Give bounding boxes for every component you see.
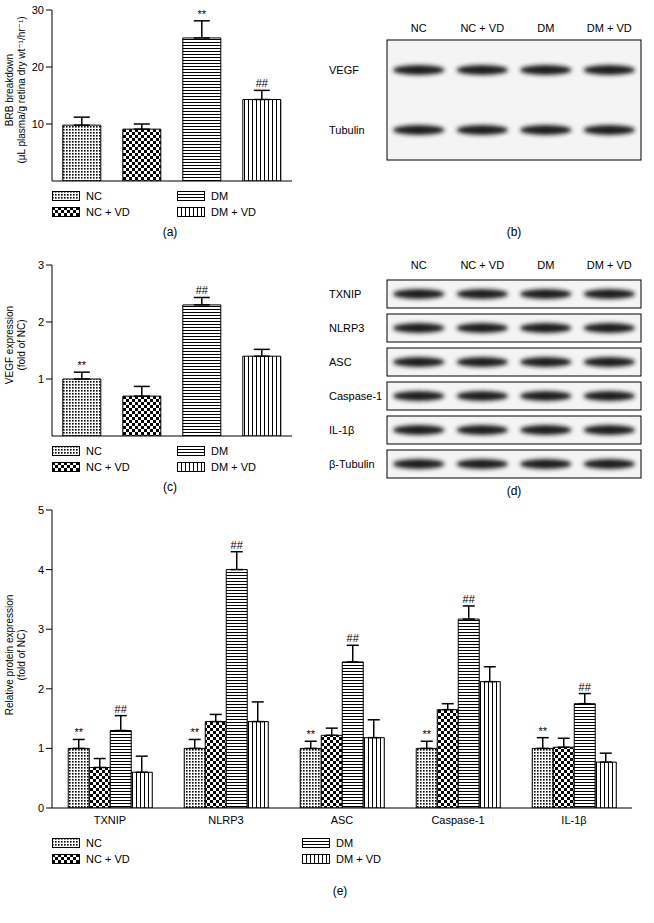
svg-text:Tubulin: Tubulin [329,124,365,136]
svg-text:**: ** [198,8,207,20]
svg-text:NC + VD: NC + VD [460,259,504,271]
html-text:DM: DM [211,190,229,202]
svg-text:3: 3 [38,259,44,271]
svg-text:NLRP3: NLRP3 [329,322,364,334]
svg-text:**: ** [306,728,315,740]
svg-text:3: 3 [38,623,44,635]
svg-text:ASC: ASC [329,356,352,368]
html-text:DM: DM [211,445,229,457]
html-text:DM + VD: DM + VD [211,206,256,218]
svg-text:1: 1 [38,373,44,385]
html-text:NC: NC [86,445,102,457]
svg-text:**: ** [78,359,87,371]
svg-text:DM + VD: DM + VD [587,22,632,34]
html-text:DM + VD: DM + VD [211,461,256,473]
html-text:(e): (e) [332,884,348,898]
svg-text:NLRP3: NLRP3 [208,814,243,826]
html-text:(d): (d) [506,484,522,498]
html-text:(b): (b) [506,225,522,239]
html-text:Relative protein expression: Relative protein expression [4,594,15,716]
html-text:NC + VD: NC + VD [86,206,130,218]
html-text:(a): (a) [162,225,178,239]
html-text:(c): (c) [163,480,177,494]
svg-text:##: ## [347,632,360,644]
svg-text:5: 5 [38,504,44,516]
svg-text:Caspase-1: Caspase-1 [329,390,382,402]
svg-text:##: ## [463,593,476,605]
html-text:DM: DM [336,837,354,849]
svg-text:NC: NC [411,259,427,271]
svg-text:1: 1 [38,742,44,754]
svg-text:##: ## [115,703,128,715]
svg-text:NC + VD: NC + VD [460,22,504,34]
svg-text:**: ** [422,728,431,740]
svg-text:##: ## [196,284,209,296]
svg-text:Caspase-1: Caspase-1 [431,814,484,826]
svg-text:**: ** [190,726,199,738]
svg-text:##: ## [579,681,592,693]
html-text:DM + VD: DM + VD [336,853,381,865]
svg-text:**: ** [74,726,83,738]
svg-text:DM + VD: DM + VD [587,259,632,271]
html-text:(fold of NC): (fold of NC) [16,629,27,681]
svg-text:4: 4 [38,564,44,576]
html-text:VEGF expression: VEGF expression [4,305,15,385]
svg-text:2: 2 [38,683,44,695]
svg-text:ASC: ASC [331,814,354,826]
svg-text:NC: NC [411,22,427,34]
svg-text:IL-1β: IL-1β [561,814,586,826]
html-text:NC: NC [86,190,102,202]
svg-text:**: ** [538,725,547,737]
svg-text:0: 0 [38,802,44,814]
svg-text:##: ## [256,77,269,89]
svg-text:TXNIP: TXNIP [329,288,361,300]
svg-text:VEGF: VEGF [329,64,359,76]
svg-text:##: ## [231,539,244,551]
svg-text:2: 2 [38,316,44,328]
html-text:BRB breakdown: BRB breakdown [4,53,15,127]
svg-text:30: 30 [32,4,44,16]
svg-text:10: 10 [32,118,44,130]
svg-text:β-Tubulin: β-Tubulin [329,458,375,470]
svg-text:TXNIP: TXNIP [94,814,126,826]
html-text:NC: NC [86,837,102,849]
html-text:NC + VD: NC + VD [86,853,130,865]
svg-text:DM: DM [537,22,554,34]
html-text:NC + VD: NC + VD [86,461,130,473]
html-text:(fold of NC): (fold of NC) [16,319,27,371]
html-text:(μL plasma/g retina dry wt⁻¹/h: (μL plasma/g retina dry wt⁻¹/hr⁻¹) [16,16,27,164]
svg-text:IL-1β: IL-1β [329,424,354,436]
svg-text:20: 20 [32,61,44,73]
svg-text:DM: DM [537,259,554,271]
